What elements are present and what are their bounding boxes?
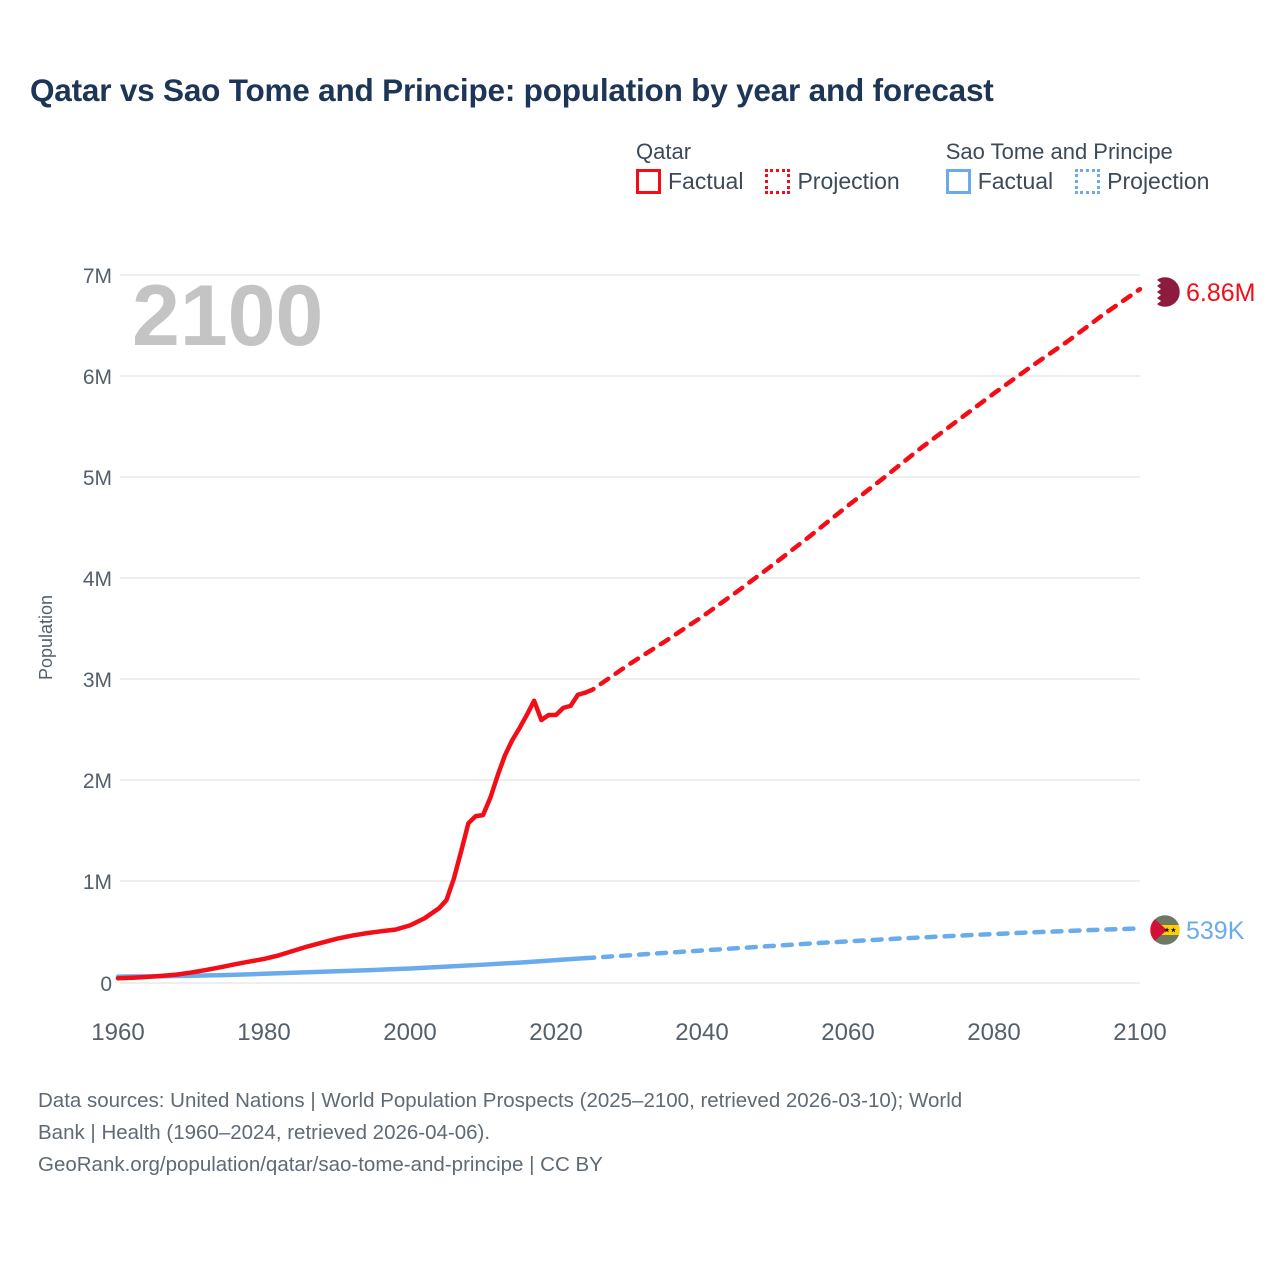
- series-line-sao-tome-factual: [115, 955, 588, 979]
- legend-swatch-dotted-icon: [1075, 169, 1101, 195]
- x-tick-label: 2080: [967, 1019, 1020, 1046]
- legend-swatch-dotted-icon: [765, 169, 791, 195]
- y-axis-ticks: 0 1M 2M 3M 4M 5M 6M 7M: [83, 265, 112, 996]
- legend-group-title-sao-tome-and-principe: Sao Tome and Principe: [945, 139, 1173, 164]
- legend-swatch-solid-icon: [945, 169, 971, 195]
- legend-item-sao-tome-projection[interactable]: Projection: [1075, 168, 1209, 195]
- y-tick-label: 1M: [83, 871, 112, 894]
- x-tick-label: 1960: [91, 1019, 144, 1046]
- x-tick-label: 2020: [529, 1019, 582, 1046]
- legend-item-qatar-factual[interactable]: Factual: [636, 168, 743, 195]
- y-tick-label: 2M: [83, 770, 112, 793]
- qatar-flag-icon: [1149, 276, 1181, 308]
- sao-tome-and-principe-flag-icon: [1149, 914, 1181, 946]
- series-line-qatar-factual: [115, 690, 588, 981]
- legend-item-label: Projection: [1107, 168, 1210, 195]
- legend-items-sao-tome-and-principe: Factual Projection: [945, 168, 1209, 195]
- footer-data-sources-line2: Bank | Health (1960–2024, retrieved 2026…: [38, 1120, 491, 1144]
- legend-item-label: Factual: [668, 168, 744, 195]
- chart-footer: Data sources: United Nations | World Pop…: [38, 1085, 1258, 1180]
- qatar-endpoint-label: 6.86M: [1186, 279, 1255, 307]
- chart-legend: Qatar Factual Projection Sao Tome and Pr…: [636, 140, 1209, 195]
- legend-group-qatar: Qatar Factual Projection: [636, 140, 900, 195]
- series-line-sao-tome-projection: [582, 926, 1143, 961]
- legend-item-label: Projection: [797, 168, 900, 195]
- legend-item-qatar-projection[interactable]: Projection: [765, 168, 900, 195]
- y-tick-label: 3M: [83, 669, 112, 692]
- legend-item-label: Factual: [977, 168, 1054, 195]
- legend-group-title-qatar: Qatar: [636, 139, 692, 164]
- legend-swatch-solid-icon: [636, 169, 661, 195]
- legend-item-sao-tome-factual[interactable]: Factual: [945, 168, 1054, 195]
- series-line-qatar-projection: [582, 286, 1143, 695]
- x-tick-label: 2040: [675, 1019, 728, 1046]
- y-tick-label: 7M: [83, 265, 112, 288]
- sao-tome-endpoint-label: 539K: [1186, 917, 1245, 945]
- legend-group-sao-tome-and-principe: Sao Tome and Principe Factual Projection: [945, 139, 1209, 195]
- legend-items-qatar: Factual Projection: [636, 168, 900, 195]
- watermark-year: 2100: [132, 268, 323, 364]
- footer-data-sources-line1: Data sources: United Nations | World Pop…: [38, 1089, 963, 1112]
- x-tick-label: 2100: [1113, 1019, 1166, 1046]
- gridlines: [120, 274, 1140, 984]
- x-tick-label: 2060: [821, 1019, 874, 1046]
- y-tick-label: 6M: [83, 366, 112, 389]
- y-axis-title: Population: [36, 595, 56, 680]
- y-tick-label: 0: [100, 973, 112, 996]
- footer-attribution[interactable]: GeoRank.org/population/qatar/sao-tome-an…: [38, 1152, 603, 1176]
- x-tick-label: 2000: [383, 1019, 436, 1046]
- y-tick-label: 5M: [83, 467, 112, 490]
- x-axis-ticks: 1960 1980 2000 2020 2040 2060 2080 2100: [91, 1019, 1166, 1046]
- x-tick-label: 1980: [237, 1019, 290, 1046]
- y-tick-label: 4M: [83, 568, 112, 591]
- page-title: Qatar vs Sao Tome and Principe: populati…: [30, 72, 994, 108]
